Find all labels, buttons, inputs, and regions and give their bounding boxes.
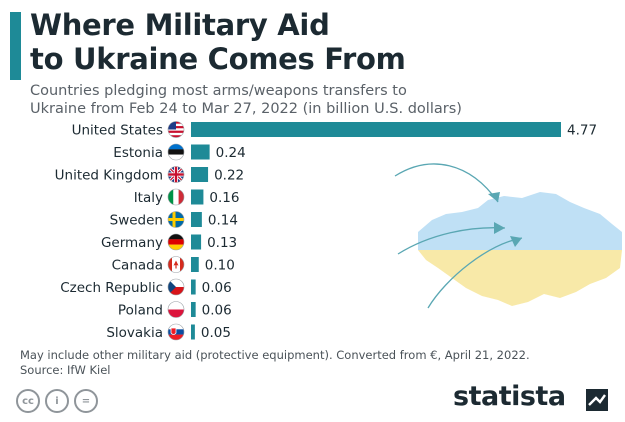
arrow-illustrations [394, 163, 523, 309]
arrow-head-2 [494, 222, 505, 234]
bar [191, 212, 202, 227]
value-label: 0.13 [207, 235, 237, 251]
arrow-head-3 [510, 236, 522, 247]
bar [191, 122, 561, 137]
sweden-flag-icon [167, 211, 185, 228]
chart-subtitle: Countries pledging most arms/weapons tra… [30, 82, 462, 118]
czech-flag-icon [167, 278, 185, 296]
chart-title: Where Military Aid to Ukraine Comes From [30, 8, 406, 76]
category-label: Germany [101, 235, 163, 251]
category-label: Poland [118, 303, 163, 319]
arrow-2 [397, 227, 506, 255]
value-label: 0.14 [208, 213, 238, 229]
bar [191, 234, 202, 250]
uk-flag-icon [167, 166, 185, 183]
ukraine-map-south [418, 250, 622, 306]
attribution-icon[interactable]: i [45, 389, 69, 413]
subtitle-line-2: Ukraine from Feb 24 to Mar 27, 2022 (in … [30, 101, 462, 117]
statista-logo[interactable]: statista [453, 381, 566, 412]
ukraine-map-illustration [418, 192, 622, 306]
bar [191, 302, 196, 317]
category-label: Czech Republic [60, 280, 163, 296]
cc-icon[interactable]: cc [16, 389, 40, 413]
footnote: May include other military aid (protecti… [20, 348, 530, 362]
poland-flag-icon [167, 301, 185, 318]
bar [191, 279, 196, 295]
bar [191, 144, 210, 160]
canada-flag-icon [167, 256, 185, 273]
bar [191, 324, 195, 340]
value-label: 0.24 [216, 145, 246, 161]
bar [191, 257, 199, 272]
value-label: 0.06 [202, 280, 232, 296]
value-label: 0.06 [202, 303, 232, 319]
category-label: Slovakia [106, 325, 163, 341]
no-derivatives-icon[interactable]: = [74, 389, 98, 413]
category-label: Sweden [110, 213, 163, 229]
germany-flag-icon [167, 233, 185, 251]
value-label: 0.05 [201, 325, 231, 341]
value-label: 0.10 [205, 258, 235, 274]
category-label: Estonia [113, 145, 163, 161]
value-label: 0.16 [209, 190, 239, 206]
title-line-2: to Ukraine Comes From [30, 42, 406, 76]
statista-logo-icon [586, 389, 608, 411]
category-label: Italy [134, 190, 163, 206]
subtitle-line-1: Countries pledging most arms/weapons tra… [30, 83, 407, 99]
value-label: 4.77 [567, 123, 597, 139]
category-label: United Kingdom [55, 168, 163, 184]
bar [191, 167, 209, 182]
bar [191, 189, 204, 205]
category-label: United States [72, 123, 163, 139]
italy-flag-icon [167, 188, 185, 206]
license-icons: cc i = [16, 389, 98, 413]
arrow-head-1 [488, 192, 500, 202]
source-note: Source: IfW Kiel [20, 363, 111, 377]
value-label: 0.22 [214, 168, 244, 184]
us-flag-icon [167, 121, 185, 138]
slovakia-flag-icon [167, 323, 185, 341]
bar-chart: United States 4.77 Estonia 0.24 United Kingd… [55, 121, 622, 341]
category-label: Canada [112, 258, 163, 274]
arrow-3 [427, 237, 523, 309]
estonia-flag-icon [167, 143, 185, 161]
ukraine-map-north [418, 192, 622, 250]
arrow-1 [394, 163, 499, 203]
title-accent-bar [10, 12, 21, 80]
title-line-1: Where Military Aid [30, 8, 330, 42]
